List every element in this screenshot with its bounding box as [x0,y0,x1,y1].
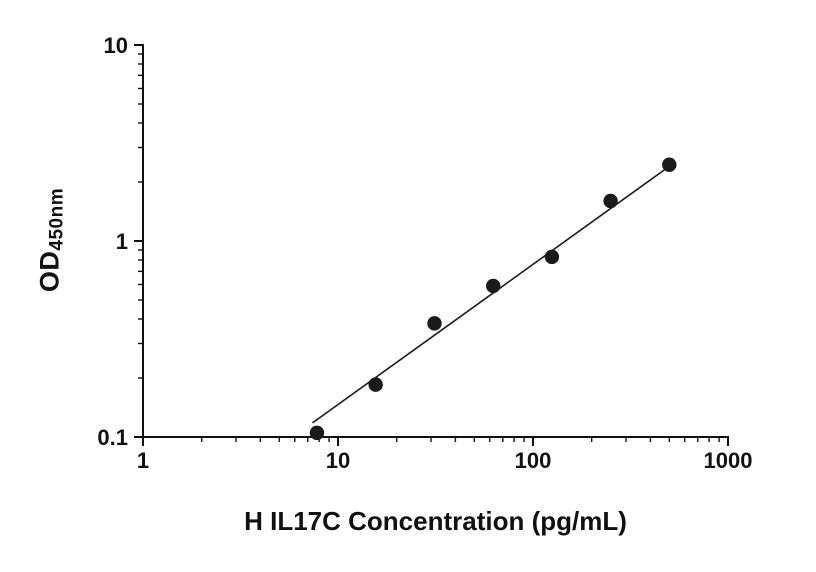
data-point [662,157,677,172]
data-point [485,278,501,294]
x-tick-label: 1000 [704,448,753,473]
data-point [544,249,560,265]
x-tick-label: 100 [515,448,552,473]
data-point [309,425,325,441]
data-point [427,316,442,331]
y-tick-label: 10 [104,33,128,58]
x-tick-label: 10 [326,448,350,473]
y-tick-label: 1 [116,229,128,254]
y-axis-label-sub: 450nm [46,187,68,251]
x-axis-label: H IL17C Concentration (pg/mL) [244,506,627,536]
y-axis-label: OD450nm [34,187,68,293]
x-tick-label: 1 [137,448,149,473]
data-point [603,193,618,209]
data-point [368,377,383,392]
axis-spine [142,44,729,438]
y-tick-label: 0.1 [97,425,128,450]
y-axis-label-main: OD [34,250,65,293]
